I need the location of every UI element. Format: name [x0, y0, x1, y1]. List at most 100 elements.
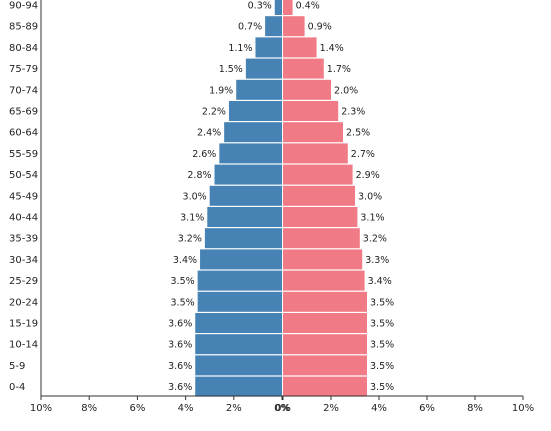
age-group-label: 40-44: [9, 213, 38, 224]
left-value-label: 1.5%: [219, 64, 243, 75]
age-labels-group: 0-4 5-9 10-14 15-19 20-24 25-29 30-34 35-39 40-4…: [9, 1, 38, 394]
x-tick-label: 8%: [81, 403, 97, 414]
left-value-label: 2.6%: [192, 149, 216, 160]
x-tick-label: 2%: [323, 403, 339, 414]
right-value-label: 2.0%: [334, 85, 358, 96]
age-group-label: 0-4: [9, 382, 25, 393]
age-group-label: 80-84: [9, 43, 38, 54]
right-bar: [283, 207, 358, 227]
left-value-label: 3.4%: [173, 255, 197, 266]
age-group-label: 90-94: [9, 1, 38, 12]
right-bar: [283, 291, 367, 312]
right-bar: [283, 164, 353, 185]
axes-group: 10% 8% 6% 4% 2% 0%0% 2% 4% 6% 8% 10%: [30, 0, 534, 414]
age-group-label: 55-59: [9, 149, 38, 160]
x-tick-label: 8%: [467, 403, 483, 414]
left-value-label: 1.9%: [209, 85, 233, 96]
right-bar: [283, 355, 367, 376]
left-value-label: 2.4%: [197, 128, 221, 139]
right-bar: [283, 143, 348, 164]
right-bar: [283, 376, 367, 397]
x-tick-label: 4%: [178, 403, 194, 414]
right-bar: [283, 270, 365, 291]
right-bar: [283, 313, 367, 333]
left-bar: [214, 164, 282, 185]
left-bar: [195, 313, 282, 333]
age-group-label: 45-49: [9, 191, 38, 202]
left-value-label: 2.8%: [187, 170, 211, 181]
left-bar: [224, 122, 282, 143]
left-value-label: 0.3%: [248, 1, 272, 12]
left-bar: [200, 249, 282, 270]
right-value-label: 2.7%: [351, 149, 375, 160]
left-bar: [255, 37, 282, 58]
left-bar: [195, 376, 282, 397]
left-bar: [197, 291, 282, 312]
right-value-label: 3.5%: [370, 319, 394, 330]
x-tick-label: 10%: [512, 403, 534, 414]
right-value-label: 0.9%: [308, 22, 332, 33]
right-value-label: 3.5%: [370, 361, 394, 372]
right-value-label: 3.5%: [370, 297, 394, 308]
left-value-label: 0.7%: [238, 22, 262, 33]
left-bar: [195, 355, 282, 376]
age-group-label: 85-89: [9, 22, 38, 33]
right-value-label: 2.3%: [341, 107, 365, 118]
value-labels-group: 3.6% 3.5% 3.6% 3.5% 3.6% 3.5% 3.6% 3.5% 3.5% 3.5%…: [168, 1, 394, 394]
right-value-label: 3.1%: [360, 213, 384, 224]
right-value-label: 1.7%: [327, 64, 351, 75]
left-bar: [197, 270, 282, 291]
left-value-label: 1.1%: [228, 43, 252, 54]
right-value-label: 3.0%: [358, 191, 382, 202]
age-group-label: 50-54: [9, 170, 38, 181]
right-bar: [283, 0, 293, 15]
left-bar: [219, 143, 282, 164]
left-value-label: 3.6%: [168, 340, 192, 351]
right-value-label: 3.5%: [370, 382, 394, 393]
left-bar: [245, 58, 282, 79]
right-value-label: 3.4%: [368, 276, 392, 287]
age-group-label: 60-64: [9, 128, 38, 139]
right-value-label: 3.3%: [365, 255, 389, 266]
left-bar: [207, 207, 282, 227]
left-bar: [209, 185, 282, 206]
left-bar: [195, 334, 282, 355]
left-value-label: 3.6%: [168, 319, 192, 330]
x-tick-label: 0%: [274, 403, 290, 414]
right-bar: [283, 249, 363, 270]
right-value-label: 3.5%: [370, 340, 394, 351]
left-bar: [265, 16, 282, 37]
right-value-label: 2.5%: [346, 128, 370, 139]
age-group-label: 70-74: [9, 85, 38, 96]
right-bar: [283, 185, 355, 206]
right-bar: [283, 228, 360, 249]
left-value-label: 3.5%: [171, 276, 195, 287]
left-value-label: 2.2%: [202, 107, 226, 118]
x-tick-label: 10%: [30, 403, 52, 414]
age-group-label: 15-19: [9, 319, 38, 330]
right-bar: [283, 122, 343, 143]
x-tick-label: 2%: [226, 403, 242, 414]
age-group-label: 20-24: [9, 297, 38, 308]
left-value-label: 3.5%: [171, 297, 195, 308]
right-value-label: 1.4%: [320, 43, 344, 54]
right-bar: [283, 79, 331, 100]
right-bar: [283, 37, 317, 58]
right-value-label: 3.2%: [363, 234, 387, 245]
age-group-label: 25-29: [9, 276, 38, 287]
age-group-label: 75-79: [9, 64, 38, 75]
left-value-label: 3.6%: [168, 361, 192, 372]
age-group-label: 35-39: [9, 234, 38, 245]
right-bar: [283, 101, 339, 121]
bars-group: [195, 0, 367, 397]
left-value-label: 3.6%: [168, 382, 192, 393]
right-bar: [283, 58, 324, 79]
x-tick-label: 6%: [419, 403, 435, 414]
x-tick-label: 6%: [129, 403, 145, 414]
right-bar: [283, 16, 305, 37]
age-group-label: 10-14: [9, 340, 38, 351]
left-value-label: 3.2%: [178, 234, 202, 245]
age-group-label: 5-9: [9, 361, 25, 372]
right-bar: [283, 334, 367, 355]
